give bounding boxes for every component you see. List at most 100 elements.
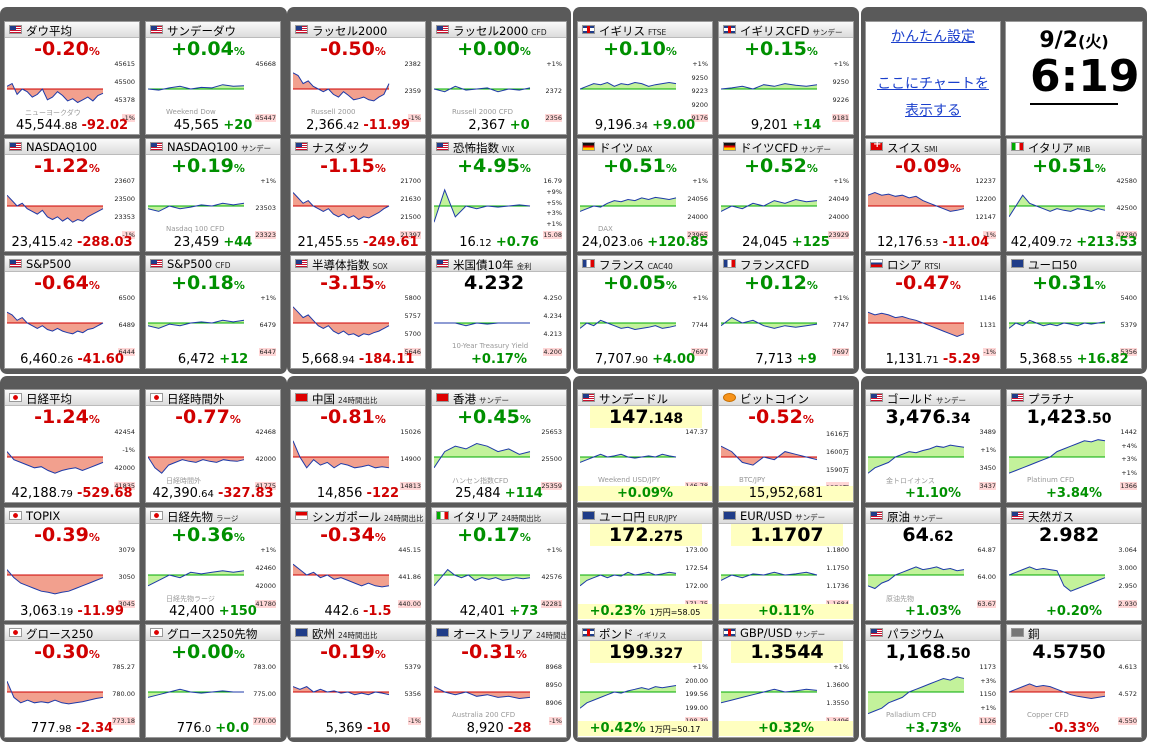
market-card-nasdaq-comp[interactable]: ナスダック -1.15% 21700 21630 21500 21397 21,455.55…	[290, 138, 426, 252]
market-card-dax[interactable]: ドイツ DAX +0.51% DAX +1% 24056 24000 23965 24,023.…	[577, 138, 713, 252]
mini-chart	[148, 202, 245, 212]
chart-line	[293, 192, 390, 221]
chart-watermark: Australia 200 CFD	[452, 711, 516, 719]
easy-settings-link[interactable]: かんたん設定	[891, 29, 975, 45]
change-percent-unit: %	[665, 162, 677, 175]
axis-price-label: 6479	[259, 321, 276, 329]
market-card-gold[interactable]: ゴールド サンデー 3,476.34 金トロイオンス 3489 +1% 3450 3437 +1…	[865, 389, 1001, 503]
price-change: +0.0	[215, 721, 250, 736]
axis-price-label: 780.00	[112, 690, 135, 698]
card-title: 恐怖指数 VIX	[453, 140, 514, 156]
market-card-europe[interactable]: 欧州 24時間出比 -0.19% 5379 5356 -1% 5,369 -10	[290, 624, 426, 738]
market-card-us10y[interactable]: 米国債10年 金利 4.232 10-Year Treasury Yield 4.250…	[431, 255, 567, 369]
market-card-italy[interactable]: イタリア 24時間出比 +0.17% +1% 42576 42281 42,401 +73	[431, 507, 567, 621]
axis-price-label: 770.00	[253, 717, 276, 725]
price-footer: 9,201 +14	[719, 118, 853, 133]
market-card-platinum[interactable]: プラチナ 1,423.50 Platinum CFD 1442 +4% +3% +1% 136…	[1006, 389, 1142, 503]
mini-chart	[148, 688, 244, 698]
market-card-eurusd[interactable]: EUR/USDサンデー1.17071.18001.17501.17361.168…	[718, 507, 854, 621]
market-card-cac40[interactable]: フランス CAC40 +0.05% +1% 7744 7697 7,707.90 +4.00	[577, 255, 713, 369]
axis-price-label: 24000	[687, 213, 708, 221]
market-card-dax-cfd[interactable]: ドイツCFD サンデー +0.52% +1% 24049 24000 23929 24,045…	[718, 138, 854, 252]
chart-line	[868, 444, 965, 474]
card-header: NASDAQ100 サンデー	[146, 139, 280, 155]
market-card-smi[interactable]: スイスSMI-0.09%122371220012147-1%12,176.53 …	[865, 138, 1001, 252]
chart-line	[148, 202, 245, 212]
card-header: NASDAQ100	[5, 139, 139, 155]
price-change: -122	[366, 486, 400, 501]
card-title-text: フランスCFD	[740, 258, 810, 272]
market-card-nasdaq-cfd[interactable]: NASDAQ100 サンデー +0.19% Nasdaq 100 CFD +1% 2350…	[145, 138, 281, 252]
card-title: 米国債10年 金利	[453, 257, 532, 273]
axis-price-label: +1%	[833, 294, 849, 302]
card-title-text: S&P500	[167, 257, 213, 271]
market-card-ftse[interactable]: イギリス FTSE +0.10% +1% 9250 9223 9200 9176 9,196.3…	[577, 21, 713, 135]
market-card-dow[interactable]: ダウ平均 -0.20% ニューヨークダウ 45615 45500 45378 -1% 45,5…	[4, 21, 140, 135]
axis-price-label: 199.00	[685, 703, 708, 712]
axis-price-label: 5400	[1120, 294, 1137, 302]
price-footer: +0.23% 1万円=58.05	[578, 604, 712, 619]
axis-price-label: 200.00	[685, 676, 708, 685]
market-card-eurjpy[interactable]: ユーロ円EUR/JPY172.275173.00172.54172.00171.…	[577, 507, 713, 621]
flag-us-icon	[436, 142, 449, 151]
market-card-russell[interactable]: ラッセル2000 -0.50% Russell 2000 2382 2359 -1% 2,3…	[290, 21, 426, 135]
market-card-china[interactable]: 中国 24時間出比 -0.81% 15026 14900 14813 14,856 -122	[290, 389, 426, 503]
market-card-vix[interactable]: 恐怖指数 VIX +4.95% 16.79 +9% +5% +3% +1% 15.08 16.12…	[431, 138, 567, 252]
market-card-sox[interactable]: 半導体指数 SOX -3.15% 5800 5757 5700 5646 5,668.94 -…	[290, 255, 426, 369]
market-card-nikkei-fut[interactable]: 日経先物 ラージ +0.36% 日経先物ラージ +1% 42460 42000 41780 42…	[145, 507, 281, 621]
market-card-russell-cfd[interactable]: ラッセル2000 CFD +0.00% Russell 2000 CFD +1% 2372…	[431, 21, 567, 135]
change-percent: +0.17%	[432, 524, 556, 546]
market-card-nikkei[interactable]: 日経平均 -1.24% 42454 -1% 42000 41835 42,188.79 -5…	[4, 389, 140, 503]
market-card-gbpjpy[interactable]: ポンドイギリス199.327+1%200.00199.56199.00198.3…	[577, 624, 713, 738]
flag-fr-icon	[582, 259, 595, 268]
market-card-ftse-cfd[interactable]: イギリスCFD サンデー +0.15% +1% 9250 9226 9181 9,201 +1…	[718, 21, 854, 135]
flag-uk-icon	[723, 25, 736, 34]
card-header: ラッセル2000 CFD	[432, 22, 566, 38]
market-card-nasdaq[interactable]: NASDAQ100 -1.22% 23607 23500 23353 -1% 23,415.…	[4, 138, 140, 252]
axis-price-label: 23929	[828, 231, 849, 239]
show-chart-link-line1[interactable]: ここにチャートを	[877, 76, 989, 92]
market-card-cac-cfd[interactable]: フランスCFD +0.12% +1% 7747 7697 7,713 +9	[718, 255, 854, 369]
price-main: 172	[608, 524, 649, 546]
price-change: +12	[219, 352, 249, 367]
market-card-australia[interactable]: オーストラリア24時間出比-0.31%Australia 200 CFD8968…	[431, 624, 567, 738]
market-card-sp500-cfd[interactable]: S&P500 CFD +0.18% +1% 6479 6447 6,472 +12	[145, 255, 281, 369]
change-percent: +0.00%	[146, 641, 270, 663]
flag-btc-icon	[723, 393, 736, 402]
mini-chart	[580, 319, 677, 331]
market-card-gbpusd[interactable]: GBP/USDサンデー1.3544+1%1.36001.35501.3496+0…	[718, 624, 854, 738]
market-card-copper[interactable]: 銅 4.5750 Copper CFD 4.613 4.572 4.550 -0.33%	[1006, 624, 1142, 738]
market-card-growth-fut[interactable]: グロース250先物 +0.00% 783.00 775.00 770.00 776.0 +…	[145, 624, 281, 738]
axis-price-label: 172.00	[685, 582, 708, 590]
card-subtitle: SMI	[924, 145, 938, 154]
market-card-oil[interactable]: 原油 サンデー 64.62 原油先物 64.87 64.00 63.67 +1.03%	[865, 507, 1001, 621]
show-chart-link-line2[interactable]: 表示する	[905, 103, 961, 119]
card-header: 米国債10年 金利	[432, 256, 566, 272]
market-card-nikkei-night[interactable]: 日経時間外 -0.77% 日経時間外 42468 42000 41775 42,390.64…	[145, 389, 281, 503]
market-card-palladium[interactable]: パラジウム 1,168.50 Palladium CFD 1173 +3% 1150 +1%…	[865, 624, 1001, 738]
card-title-text: サンデーダウ	[167, 24, 236, 38]
price-change: +73	[509, 604, 539, 619]
market-card-sp500[interactable]: S&P500 -0.64% 6500 6489 6444 6,460.26 -41.60	[4, 255, 140, 369]
market-card-mib[interactable]: イタリア MIB +0.51% 42580 42500 42280 42,409.72 +2…	[1006, 138, 1142, 252]
market-card-natgas[interactable]: 天然ガス 2.982 3.064 3.000 2.950 2.930 +0.20%	[1006, 507, 1142, 621]
market-card-hk[interactable]: 香港 サンデー +0.45% ハンセン指数CFD 25653 25500 25359 25,4…	[431, 389, 567, 503]
market-card-growth[interactable]: グロース250 -0.30% 785.27 780.00 773.18 777.98 -2…	[4, 624, 140, 738]
market-card-topix[interactable]: TOPIX -0.39% 3079 3050 3045 3,063.19 -11.99	[4, 507, 140, 621]
market-card-euro50[interactable]: ユーロ50 +0.31% 5400 5379 5356 5,368.55 +16.82	[1006, 255, 1142, 369]
price-change: +0.42%	[589, 721, 646, 736]
card-title-text: ナスダック	[312, 141, 370, 155]
card-header: TOPIX	[5, 508, 139, 524]
market-card-rtsi[interactable]: ロシア RTSI -0.47% 1146 1131 -1% 1,131.71 -5.29	[865, 255, 1001, 369]
mini-chart	[1009, 566, 1106, 592]
chart-line	[868, 566, 965, 590]
market-card-sunday-dow[interactable]: サンデーダウ +0.04% Weekend Dow 45668 45447 45,565 …	[145, 21, 281, 135]
card-title: NASDAQ100	[26, 140, 97, 154]
chart-area	[7, 83, 103, 103]
market-card-singapore[interactable]: シンガポール 24時間出比 -0.34% 445.15 441.86 440.00 442.…	[290, 507, 426, 621]
axis-price-label: 21500	[400, 213, 421, 221]
price-decimal: .98	[55, 724, 72, 735]
axis-price-label: 23500	[114, 195, 135, 203]
market-card-btc[interactable]: ビットコイン-0.52%BTC/JPY1616万1600万1590万1576万1…	[718, 389, 854, 503]
